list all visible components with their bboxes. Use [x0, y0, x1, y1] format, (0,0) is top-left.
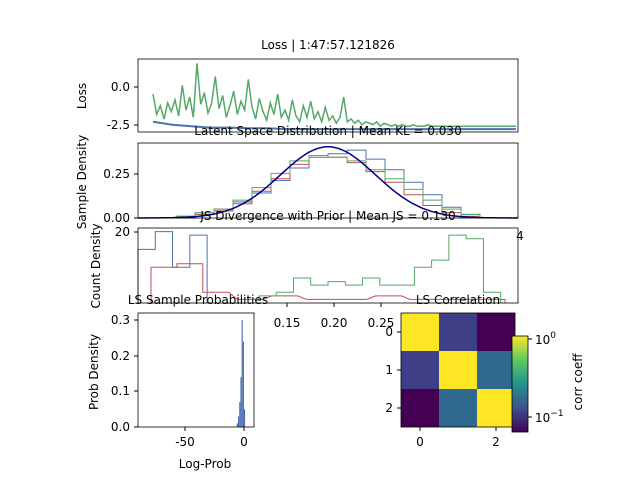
latent-panel: Latent Space Distribution | Mean KL = 0.…: [75, 124, 524, 243]
js-xtick-label: 0.15: [274, 316, 301, 330]
colorbar-tick-exponent: 0: [550, 331, 556, 341]
correlation-cell: [401, 389, 439, 427]
correlation-cell: [401, 351, 439, 389]
probabilities-xtick-label: 0: [240, 435, 248, 449]
colorbar: [511, 335, 529, 433]
correlation-cell: [439, 313, 477, 351]
loss-ylabel: Loss: [75, 83, 89, 109]
probability-bar: [240, 377, 242, 427]
js-ylabel: Count Density: [89, 223, 103, 308]
correlation-cell: [439, 351, 477, 389]
colorbar-tick-exponent: −1: [550, 409, 563, 419]
probabilities-ytick-label: 0.3: [111, 313, 130, 327]
loss-ytick-label: 0.0: [111, 80, 130, 94]
colorbar-tick-label: 100: [535, 331, 556, 347]
probability-bar: [242, 341, 244, 427]
js-ytick-label: 20: [115, 225, 130, 239]
correlation-ytick-label: 0: [385, 325, 393, 339]
probability-bar: [239, 402, 241, 427]
js-histogram-step: [150, 263, 506, 303]
correlation-panel: LS Correlation 0 1 2 0 2 100 10−1: [385, 293, 585, 449]
loss-axes-frame: [137, 58, 519, 133]
correlation-cells-group: [401, 313, 515, 427]
latent-axes-frame: [137, 142, 519, 219]
probability-bar: [236, 423, 238, 427]
probability-bar: [243, 409, 246, 427]
latent-ytick-label: 0.25: [103, 167, 130, 181]
loss-title: Loss | 1:47:57.121826: [261, 38, 395, 52]
latent-xtick-label: 4: [516, 229, 524, 243]
loss-ytick-label: -2.5: [107, 118, 130, 132]
probabilities-ytick-label: 0.0: [111, 420, 130, 434]
probabilities-ylabel: Prob Density: [87, 334, 101, 410]
latent-title: Latent Space Distribution | Mean KL = 0.…: [194, 124, 461, 138]
probabilities-title: LS Sample Probabilities: [128, 293, 268, 307]
probabilities-xtick-label: -50: [175, 435, 195, 449]
probabilities-axes-frame: [137, 312, 255, 428]
prior-curve: [138, 146, 518, 219]
loss-panel: Loss | 1:47:57.121826 0.0 -2.5 Loss: [75, 38, 519, 133]
js-series-group: [137, 231, 506, 304]
probability-bar: [238, 416, 240, 427]
js-axes-frame: [137, 227, 519, 304]
latent-series-group: [138, 146, 518, 219]
probabilities-xlabel: Log-Prob: [179, 457, 231, 471]
correlation-cell: [439, 389, 477, 427]
correlation-xtick-label: 0: [416, 435, 424, 449]
js-histogram-step: [137, 231, 208, 303]
correlation-xtick-label: 2: [492, 435, 500, 449]
colorbar-label: corr coeff: [571, 353, 585, 411]
latent-histogram-step: [175, 155, 481, 218]
probabilities-panel: LS Sample Probabilities 0.3 0.2 0.1 0.0 …: [87, 293, 268, 471]
correlation-cell: [477, 313, 515, 351]
latent-ylabel: Sample Density: [75, 135, 89, 229]
latent-ytick-label: 0.00: [103, 211, 130, 225]
correlation-cell: [401, 313, 439, 351]
correlation-ytick-label: 1: [385, 363, 393, 377]
probabilities-ytick-label: 0.2: [111, 349, 130, 363]
colorbar-tick-base: 10: [535, 411, 550, 425]
js-panel: JS Divergence with Prior | Mean JS = 0.1…: [89, 209, 519, 330]
probabilities-bars-group: [236, 320, 246, 427]
correlation-cell: [477, 351, 515, 389]
colorbar-tick-label: 10−1: [535, 409, 564, 425]
js-title: JS Divergence with Prior | Mean JS = 0.1…: [199, 209, 455, 223]
loss-series-line: [152, 63, 516, 128]
probability-bar: [241, 320, 243, 427]
js-xtick-label: 0.20: [321, 316, 348, 330]
colorbar-tick-base: 10: [535, 333, 550, 347]
probabilities-ytick-label: 0.1: [111, 384, 130, 398]
js-histogram-step: [224, 234, 502, 304]
js-xtick-label: 0.25: [368, 316, 395, 330]
correlation-cell: [477, 389, 515, 427]
correlation-title: LS Correlation: [416, 293, 500, 307]
loss-series-group: [152, 63, 516, 131]
loss-series-line: [152, 120, 516, 131]
correlation-ytick-label: 2: [385, 401, 393, 415]
